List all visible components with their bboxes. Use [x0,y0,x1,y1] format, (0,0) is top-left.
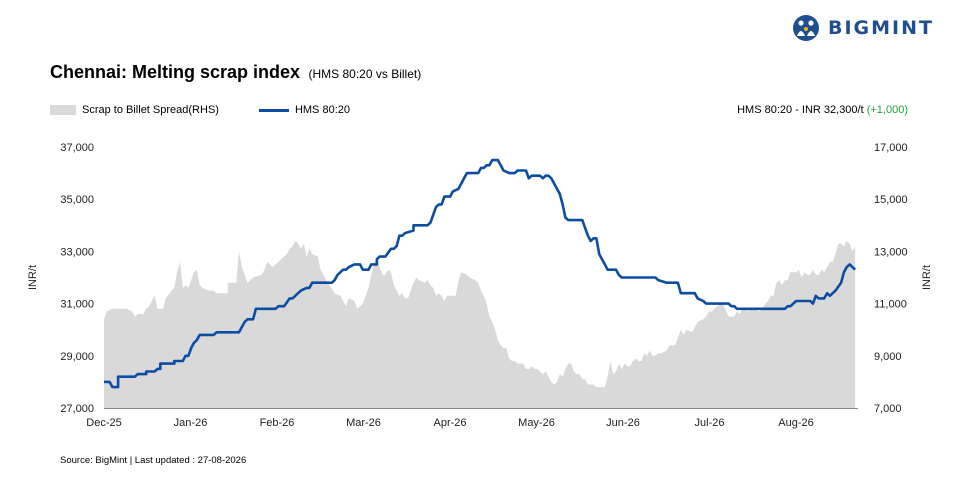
latest-price-text: HMS 80:20 - INR 32,300/t [737,104,867,116]
y2-tick-label: 7,000 [874,403,902,415]
y-axis-title: INR/t [27,265,39,290]
y2-tick-label: 17,000 [874,142,908,154]
chart-subtitle: (HMS 80:20 vs Billet) [308,67,422,81]
brand-logo: BIGMINT [792,14,934,42]
hms-line-layer [104,158,857,389]
y-tick-label: 37,000 [60,142,94,154]
chart-legend: Scrap to Billet Spread(RHS) HMS 80:20 [50,104,390,116]
x-tick-label: May-26 [518,417,555,429]
x-tick-label: Dec-25 [86,417,121,429]
y-tick-label: 35,000 [60,194,94,206]
legend-item-spread: Scrap to Billet Spread(RHS) [50,104,219,116]
y-tick-label: 29,000 [60,351,94,363]
y-tick-label: 27,000 [60,403,94,415]
y2-tick-label: 9,000 [874,351,902,363]
x-tick-label: Mar-26 [346,417,381,429]
x-tick-label: Apr-26 [433,417,466,429]
x-tick-label: Aug-26 [778,417,813,429]
latest-price: HMS 80:20 - INR 32,300/t (+1,000) [737,104,908,116]
chart-title: Chennai: Melting scrap index [50,62,301,82]
legend-label-hms: HMS 80:20 [294,104,350,116]
y2-tick-label: 15,000 [874,194,908,206]
brand-name: BIGMINT [828,17,934,39]
y2-tick-label: 13,000 [874,246,908,258]
source-note: Source: BigMint | Last updated : 27-08-2… [60,455,247,466]
x-tick-label: Jun-26 [606,417,640,429]
people-icon [793,15,819,41]
legend-label-spread: Scrap to Billet Spread(RHS) [82,104,219,116]
spread-area-layer [104,241,856,408]
tick-label-layer: 27,000 29,000 31,000 33,000 35,000 37,000 7,00… [27,142,933,429]
y-tick-label: 33,000 [60,246,94,258]
legend-swatch-line [258,108,289,112]
x-tick-label: Jan-26 [174,417,208,429]
y2-axis-title: INR/t [921,265,933,290]
chart-header: Chennai: Melting scrap index (HMS 80:20 … [50,62,421,83]
latest-price-change: (+1,000) [866,104,908,116]
y2-tick-label: 11,000 [874,299,907,311]
hms-line [104,158,857,389]
spread-area [104,241,856,408]
legend-item-hms: HMS 80:20 [258,104,350,116]
legend-swatch-area [50,105,76,115]
x-tick-label: Jul-26 [695,417,725,429]
y-tick-label: 31,000 [60,299,94,311]
x-tick-label: Feb-26 [260,417,295,429]
